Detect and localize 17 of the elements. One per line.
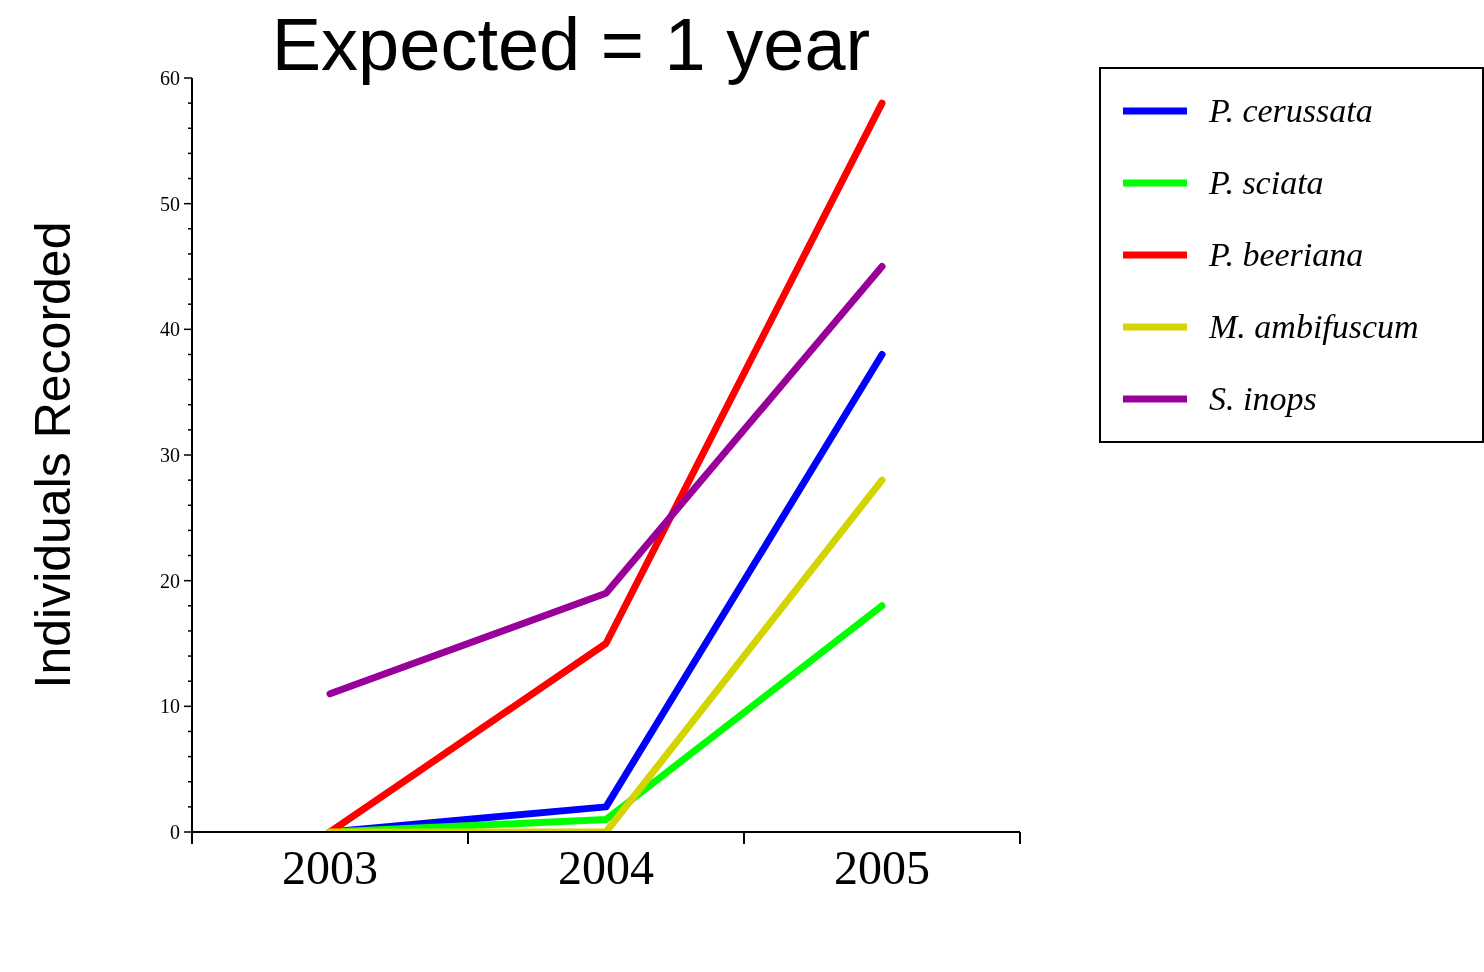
y-axis-title: Individuals Recorded [25,221,81,689]
y-tick-label: 10 [160,695,180,718]
x-tick-label: 2003 [282,841,378,894]
x-tick-label: 2005 [834,841,930,894]
legend-label: M. ambifuscum [1209,308,1419,346]
chart-title: Expected = 1 year [270,2,872,88]
legend-label: S. inops [1209,380,1317,418]
y-tick-label: 40 [160,318,180,341]
legend-label: P. beeriana [1209,236,1364,274]
y-tick-label: 30 [160,444,180,466]
legend-label: P. sciata [1209,164,1324,202]
y-tick-label: 20 [160,569,180,592]
x-tick-label: 2004 [558,841,654,894]
legend-label: P. cerussata [1209,92,1373,130]
y-tick-label: 60 [160,67,180,89]
y-tick-label: 0 [170,821,180,843]
y-tick-label: 50 [160,192,180,215]
